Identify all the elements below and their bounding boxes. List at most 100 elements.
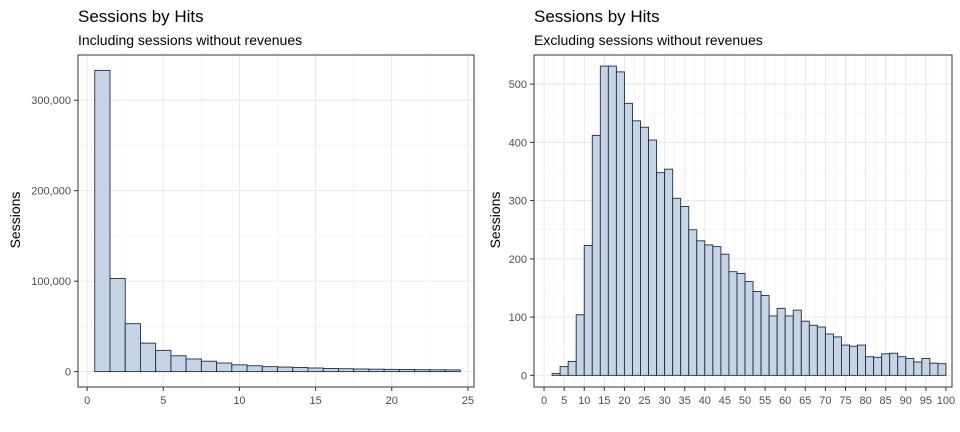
histogram-bar xyxy=(200,360,218,373)
y-tick-label: 300 xyxy=(509,196,527,208)
histogram-bar xyxy=(824,333,834,376)
histogram-bar xyxy=(841,344,850,376)
chart-right-panel-frame xyxy=(533,54,953,388)
histogram-bar xyxy=(567,360,577,376)
x-tick-label: 35 xyxy=(679,395,691,407)
chart-left-y-axis-label: Sessions xyxy=(7,192,23,249)
histogram-bar xyxy=(768,315,778,376)
x-tick-label: 100 xyxy=(937,395,955,407)
histogram-bar xyxy=(664,168,674,376)
histogram-bar xyxy=(800,320,810,376)
histogram-bar xyxy=(185,358,202,373)
histogram-bar xyxy=(704,244,714,376)
histogram-bar xyxy=(784,315,794,376)
x-tick-label: 50 xyxy=(739,395,751,407)
histogram-bar xyxy=(575,314,585,376)
y-tick-label: 0 xyxy=(65,367,71,379)
histogram-bar xyxy=(94,69,111,373)
histogram-bar xyxy=(398,369,416,373)
x-tick-label: 60 xyxy=(779,395,791,407)
histogram-bar xyxy=(109,277,126,373)
histogram-bar xyxy=(170,355,187,373)
chart-left-panel-frame xyxy=(77,54,475,388)
x-tick-label: 75 xyxy=(839,395,851,407)
histogram-bar xyxy=(139,342,157,373)
histogram-bar xyxy=(937,363,947,376)
x-tick-label: 95 xyxy=(920,395,932,407)
histogram-bar xyxy=(155,349,172,373)
y-tick-label: 0 xyxy=(521,370,527,382)
chart-right: Sessions by Hits Excluding sessions with… xyxy=(487,7,955,407)
histogram-bar xyxy=(640,126,649,376)
histogram-bar xyxy=(383,368,400,373)
histogram-bar xyxy=(277,366,294,373)
x-tick-label: 15 xyxy=(309,395,321,407)
histogram-bar xyxy=(688,229,698,376)
histogram-bar xyxy=(368,368,385,373)
histogram-bar xyxy=(881,353,891,376)
histogram-bar xyxy=(124,323,141,373)
chart-left: Sessions by Hits Including sessions with… xyxy=(7,7,475,407)
y-tick-label: 300,000 xyxy=(31,95,71,107)
histogram-bar xyxy=(559,366,569,376)
histogram-bar xyxy=(261,366,278,373)
x-tick-label: 25 xyxy=(462,395,474,407)
x-tick-label: 20 xyxy=(386,395,398,407)
histogram-bar xyxy=(889,352,899,376)
chart-right-x-axis: 0 5 10 15 20 25 30 35 40 45 50 55 60 65 70 75 80 85 90 95 10… xyxy=(541,387,955,407)
histogram-bar xyxy=(752,291,762,376)
histogram-bar xyxy=(712,246,722,376)
histogram-bar xyxy=(444,369,461,373)
histogram-bar xyxy=(322,368,339,373)
histogram-bar xyxy=(337,368,355,373)
x-tick-label: 40 xyxy=(699,395,711,407)
x-tick-label: 85 xyxy=(880,395,892,407)
x-tick-label: 10 xyxy=(578,395,590,407)
histogram-bar xyxy=(776,307,786,376)
chart-right-subtitle: Excluding sessions without revenues xyxy=(534,32,763,48)
chart-right-title: Sessions by Hits xyxy=(534,7,660,26)
histogram-bar xyxy=(808,324,818,376)
histogram-bar xyxy=(728,271,738,376)
histogram-bar xyxy=(307,367,324,373)
histogram-bar xyxy=(905,358,915,376)
histogram-bar xyxy=(873,356,883,376)
x-tick-label: 70 xyxy=(819,395,831,407)
chart-right-y-axis-label: Sessions xyxy=(487,192,503,249)
x-tick-label: 0 xyxy=(541,395,547,407)
y-tick-label: 100 xyxy=(509,312,527,324)
histogram-bar xyxy=(897,356,907,376)
histogram-bar xyxy=(736,272,746,376)
x-tick-label: 80 xyxy=(859,395,871,407)
histogram-bar xyxy=(832,336,842,376)
histogram-bar xyxy=(353,368,370,373)
histogram-bar xyxy=(760,295,770,376)
histogram-bar xyxy=(551,373,561,376)
y-tick-label: 500 xyxy=(509,79,527,91)
histogram-bar xyxy=(648,139,658,376)
histogram-bar xyxy=(672,197,682,376)
x-tick-label: 45 xyxy=(719,395,731,407)
chart-right-bars xyxy=(551,65,947,376)
y-tick-label: 400 xyxy=(509,137,527,149)
histogram-bar xyxy=(591,134,601,376)
histogram-bar xyxy=(607,65,617,376)
histogram-bar xyxy=(849,345,858,376)
histogram-bar xyxy=(816,326,826,376)
chart-right-y-axis: 0 100 200 300 400 500 xyxy=(509,79,534,382)
x-tick-label: 25 xyxy=(638,395,650,407)
x-tick-label: 20 xyxy=(618,395,630,407)
histogram-bar xyxy=(680,205,690,376)
x-tick-label: 5 xyxy=(561,395,567,407)
y-tick-label: 200 xyxy=(509,254,527,266)
x-tick-label: 90 xyxy=(900,395,912,407)
histogram-bar xyxy=(246,365,263,373)
histogram-bar xyxy=(921,358,931,376)
histogram-bar xyxy=(615,71,625,376)
x-tick-label: 0 xyxy=(84,395,90,407)
histogram-bar xyxy=(216,362,233,373)
histogram-bar xyxy=(792,309,802,376)
chart-left-x-axis: 0 5 10 15 20 25 xyxy=(84,387,474,407)
histogram-bar xyxy=(599,65,609,376)
